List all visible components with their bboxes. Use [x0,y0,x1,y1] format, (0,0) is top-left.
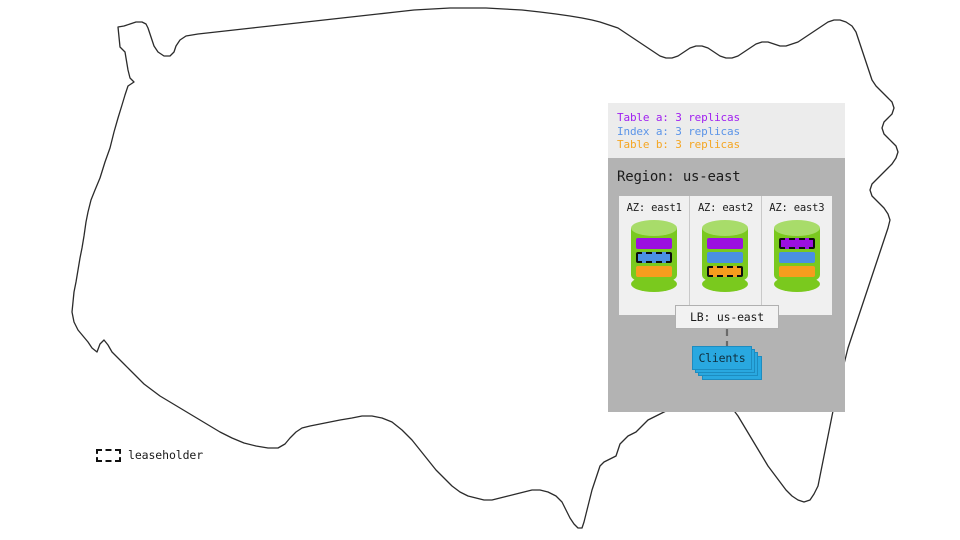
database-node-east3[interactable] [773,220,820,292]
range-stack-east3 [778,238,815,280]
range-table-a-east2[interactable] [707,238,744,249]
leaseholder-legend: leaseholder [96,448,203,462]
range-stack-east1 [636,238,673,280]
range-table-b-east2[interactable] [707,266,744,277]
database-node-east2[interactable] [702,220,749,292]
range-index-a-east1[interactable] [636,252,673,263]
range-index-a-east3[interactable] [778,252,815,263]
range-table-b-east1[interactable] [636,266,673,277]
az-label-east2: AZ: east2 [697,202,754,214]
cylinder-top [631,220,678,236]
replica-legend: Table a: 3 replicas Index a: 3 replicas … [608,103,845,158]
load-balancer-label: LB: us-east [690,310,764,324]
availability-zone-strip: AZ: east1 AZ: east2 [619,196,832,315]
region-panel: Table a: 3 replicas Index a: 3 replicas … [608,103,845,412]
legend-line-table-b: Table b: 3 replicas [617,138,740,151]
range-stack-east2 [707,238,744,280]
database-node-east1[interactable] [631,220,678,292]
load-balancer-box[interactable]: LB: us-east [675,305,779,329]
legend-line-index-a: Index a: 3 replicas [617,124,740,138]
clients-label: Clients [698,351,746,365]
legend-line-table-a: Table a: 3 replicas [617,111,740,124]
availability-zone-east1[interactable]: AZ: east1 [619,196,691,315]
range-index-a-east2[interactable] [707,252,744,263]
client-card-front[interactable]: Clients [692,346,752,370]
az-label-east3: AZ: east3 [769,202,825,214]
cylinder-top [773,220,820,236]
az-label-east1: AZ: east1 [626,202,682,214]
cylinder-top [702,220,749,236]
availability-zone-east3[interactable]: AZ: east3 [762,196,832,315]
range-table-a-east3[interactable] [778,238,815,249]
availability-zone-east2[interactable]: AZ: east2 [690,196,762,315]
range-table-a-east1[interactable] [636,238,673,249]
region-title: Region: us-east [608,158,845,195]
range-table-b-east3[interactable] [778,266,815,277]
dashed-rectangle-icon [96,448,121,462]
region-title-label: Region: us-east [617,168,741,185]
leaseholder-legend-label: leaseholder [128,448,204,462]
us-border-path [71,7,899,529]
clients-stack[interactable]: Clients [692,346,764,382]
